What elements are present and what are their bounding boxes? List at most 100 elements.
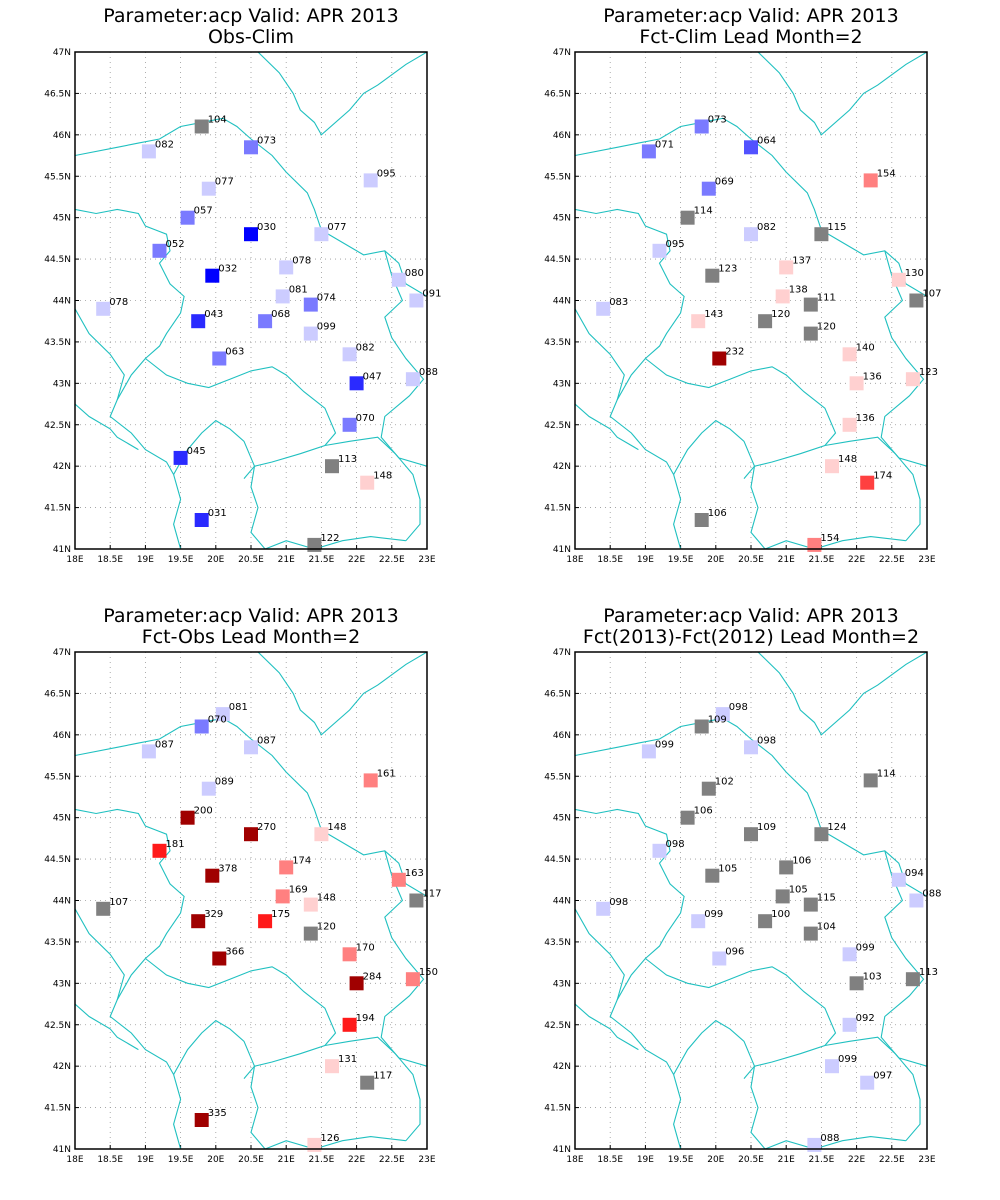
station-marker (744, 140, 758, 155)
station-value-label: 099 (317, 322, 336, 333)
station-marker (652, 243, 667, 258)
station-marker (803, 297, 818, 312)
y-tick-label: 43N (553, 379, 571, 389)
station-value-label: 099 (838, 1054, 857, 1065)
station-marker (814, 827, 829, 842)
station-marker (641, 744, 656, 759)
x-tick-label: 22.5E (379, 555, 405, 565)
station-marker (825, 1059, 839, 1074)
border-line (764, 536, 906, 549)
station-marker (191, 914, 206, 929)
panel-title: Parameter:acp Valid: APR 2013 (603, 605, 898, 627)
station-value-label: 174 (873, 471, 892, 482)
station-marker (758, 914, 773, 929)
station-marker (744, 740, 758, 755)
station-marker (680, 810, 695, 825)
country-borders (575, 52, 927, 549)
y-tick-label: 42N (553, 1062, 571, 1072)
station-value-label: 117 (422, 889, 441, 900)
station-value-label: 099 (856, 942, 875, 953)
border-line (757, 652, 927, 736)
station-marker (215, 707, 230, 722)
country-borders (75, 52, 427, 549)
station-value-label: 181 (166, 839, 185, 850)
station-value-label: 098 (609, 897, 628, 908)
station-marker (779, 860, 794, 875)
station-marker (360, 1075, 375, 1090)
station-value-label: 161 (377, 768, 396, 779)
station-marker (141, 744, 156, 759)
station-value-label: 107 (109, 897, 128, 908)
station-value-label: 103 (863, 971, 882, 982)
station-marker (391, 272, 406, 287)
station-value-label: 031 (208, 508, 227, 519)
station-value-label: 148 (373, 471, 392, 482)
station-value-label: 088 (922, 889, 941, 900)
y-tick-label: 44N (53, 897, 71, 907)
station-value-label: 098 (729, 702, 748, 713)
border-line (264, 536, 406, 549)
x-tick-label: 21E (278, 1155, 295, 1165)
station-value-label: 120 (817, 322, 836, 333)
station-value-label: 232 (725, 347, 744, 358)
station-marker (205, 868, 220, 883)
station-value-label: 109 (708, 715, 727, 726)
station-marker (141, 144, 156, 159)
station-value-label: 092 (856, 1013, 875, 1024)
station-value-label: 107 (922, 289, 941, 300)
border-line (824, 1036, 921, 1142)
panel-subtitle: Fct(2013)-Fct(2012) Lead Month=2 (583, 626, 919, 648)
border-line (764, 1136, 906, 1149)
station-value-label: 194 (356, 1013, 375, 1024)
x-tick-label: 22E (348, 555, 365, 565)
station-value-label: 174 (292, 855, 311, 866)
border-line (673, 1019, 756, 1075)
y-tick-label: 43.5N (44, 338, 71, 348)
border-line (575, 308, 625, 401)
x-tick-label: 22E (348, 1155, 365, 1165)
station-marker (744, 227, 758, 242)
station-marker (712, 951, 727, 966)
station-value-label: 130 (905, 268, 924, 279)
station-marker (705, 868, 720, 883)
station-marker (849, 976, 864, 991)
x-tick-label: 21.5E (809, 1155, 835, 1165)
station-value-label: 073 (708, 115, 727, 126)
y-tick-label: 43N (53, 379, 71, 389)
border-line (750, 1066, 766, 1149)
panel-subtitle: Obs-Clim (208, 26, 294, 48)
border-line (645, 958, 837, 1079)
station-marker (863, 173, 878, 188)
station-value-label: 105 (718, 864, 737, 875)
station-value-label: 087 (155, 739, 174, 750)
y-tick-label: 42.5N (544, 1021, 571, 1031)
station-marker (842, 417, 857, 432)
x-tick-label: 18E (66, 555, 83, 565)
station-marker (363, 173, 378, 188)
station-marker (691, 914, 706, 929)
station-value-label: 170 (356, 942, 375, 953)
station-marker (807, 537, 822, 552)
station-marker (325, 1059, 339, 1074)
station-value-label: 106 (708, 508, 727, 519)
station-value-label: 105 (789, 884, 808, 895)
station-marker (842, 1017, 857, 1032)
x-tick-label: 20.5E (238, 555, 264, 565)
border-line (75, 908, 125, 1001)
border-line (264, 1136, 406, 1149)
station-value-label: 088 (419, 367, 438, 378)
station-value-label: 148 (317, 893, 336, 904)
station-value-label: 081 (289, 284, 308, 295)
map-frame (574, 51, 928, 550)
border-line (673, 419, 756, 475)
station-marker (96, 301, 111, 316)
station-marker (342, 1017, 357, 1032)
x-tick-label: 20E (207, 1155, 224, 1165)
x-tick-label: 23E (918, 555, 935, 565)
y-tick-label: 46.5N (544, 89, 571, 99)
station-marker (775, 289, 790, 304)
station-marker (360, 475, 375, 490)
station-value-label: 143 (704, 309, 723, 320)
station-marker (694, 513, 709, 527)
